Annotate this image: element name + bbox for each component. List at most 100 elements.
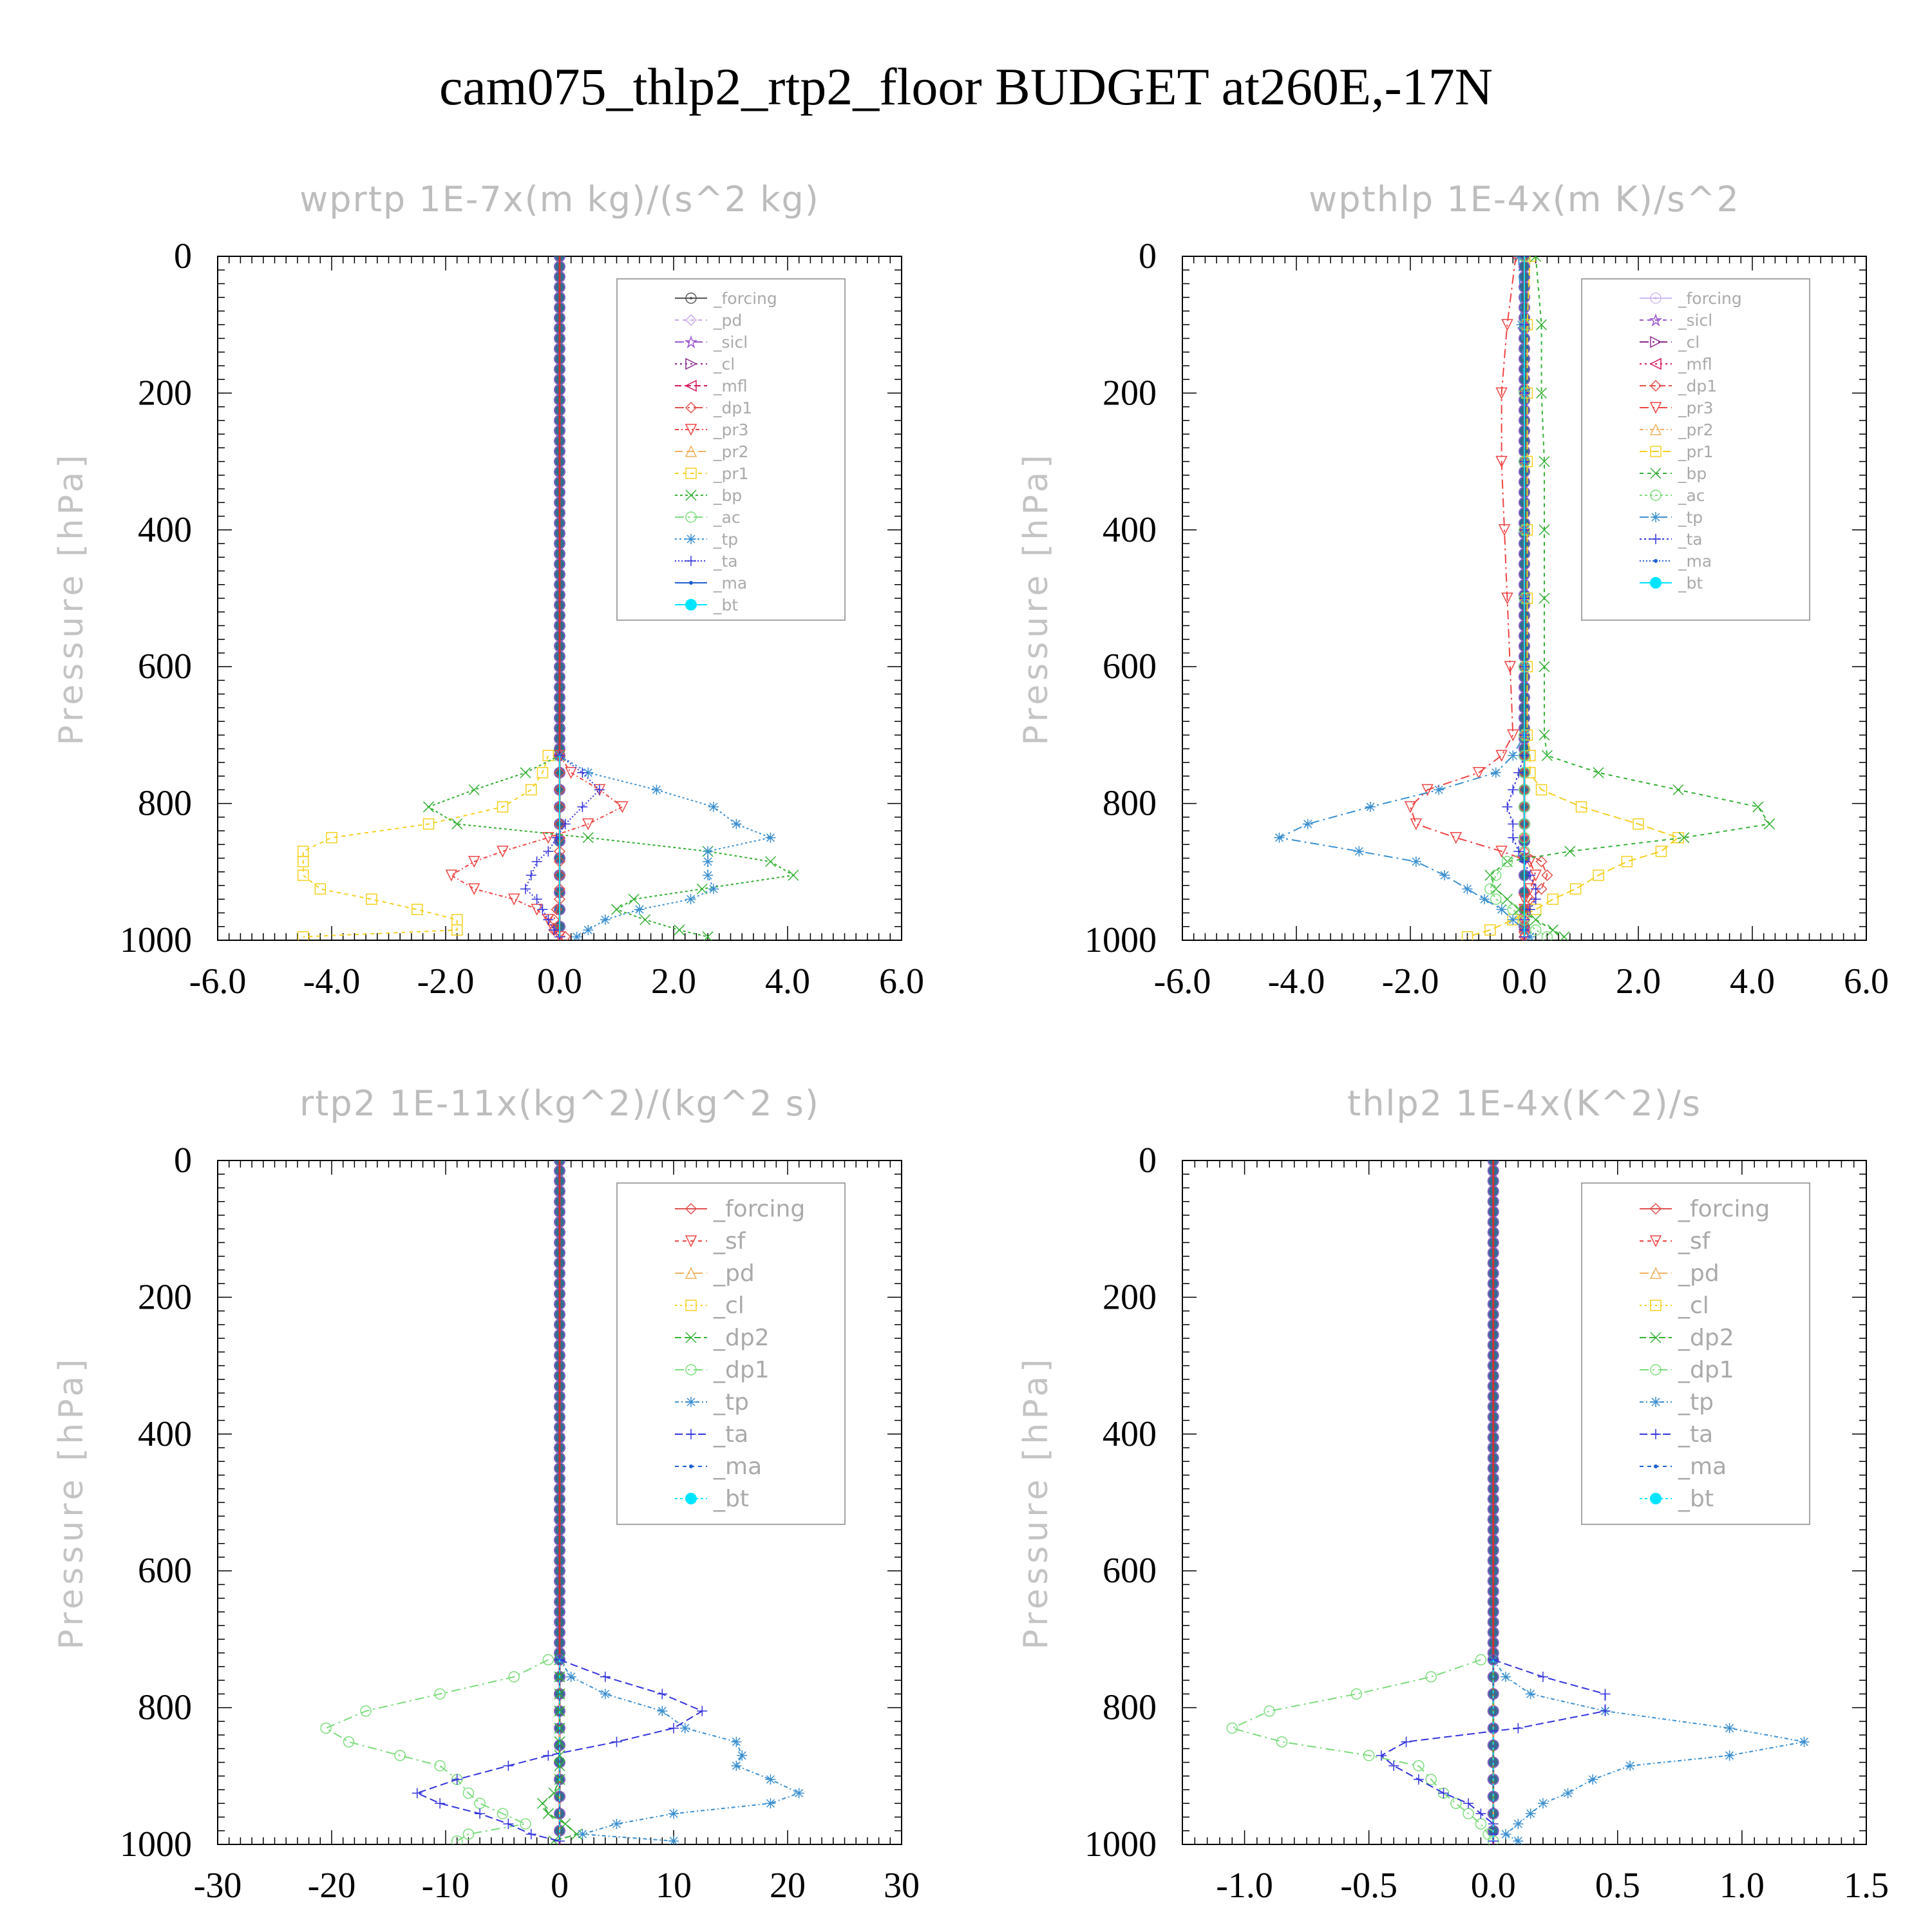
y-tick-label: 800: [1103, 1688, 1157, 1728]
data-point: [543, 914, 554, 925]
x-tick-label: 2.0: [651, 961, 696, 1001]
x-tick-label: -6.0: [189, 961, 247, 1001]
data-point: [1490, 893, 1502, 905]
data-point: [531, 894, 542, 905]
legend-entry: _dp2: [675, 1325, 770, 1351]
legend-label: _tp: [1678, 1389, 1714, 1416]
data-point: [1508, 832, 1519, 843]
x-tick-label: 4.0: [765, 961, 810, 1001]
y-tick-label: 1000: [1084, 1824, 1157, 1864]
data-point: [703, 846, 714, 857]
data-point: [1388, 1760, 1399, 1771]
legend-label: _pr2: [713, 442, 749, 461]
data-point: [451, 818, 463, 829]
legend-entry: _pd: [675, 1260, 755, 1287]
legend-entry: _mfl: [675, 377, 748, 395]
data-point: [560, 819, 571, 829]
data-point: [1513, 1723, 1524, 1734]
data-point: [542, 1654, 554, 1666]
legend-label: _mfl: [1678, 355, 1712, 374]
x-tick-label: 0: [551, 1866, 569, 1906]
data-point: [326, 831, 337, 844]
data-point: [497, 846, 509, 858]
data-point: [577, 767, 588, 778]
legend-marker: [1649, 402, 1662, 414]
data-point: [1525, 1689, 1536, 1700]
data-point: [765, 1774, 776, 1785]
legend-label: _ta: [713, 1421, 748, 1448]
data-point: [708, 884, 719, 895]
legend-marker: [1649, 1202, 1662, 1215]
data-point: [702, 931, 714, 940]
plot-area: [1226, 1160, 1810, 1844]
legend-marker: [686, 556, 696, 566]
data-point: [1501, 1829, 1511, 1840]
data-point: [474, 1797, 486, 1810]
panel-2: wpthlp 1E-4x(m K)/s^2 Pressure [hPa] 0 200 4…: [1017, 179, 1889, 1001]
legend-entry: _cl: [675, 1293, 744, 1319]
series-dp1: [1226, 1654, 1499, 1844]
data-point: [314, 883, 327, 895]
legend-marker: [1650, 292, 1662, 304]
data-point: [526, 784, 537, 796]
y-tick-label: 1000: [120, 1824, 192, 1864]
x-tick-label: 0.0: [1471, 1866, 1516, 1906]
data-point: [565, 767, 577, 779]
data-point: [1498, 524, 1511, 536]
legend-marker: [685, 1235, 697, 1247]
legend-marker: [685, 357, 697, 370]
data-point: [1539, 456, 1550, 468]
legend: _forcing _sicl _cl _mfl _dp1 _pr3 _pr2 _pr1 _bp _…: [1581, 278, 1810, 621]
data-point: [531, 856, 542, 867]
legend-label: _dp1: [713, 399, 752, 417]
legend-entry: _dp2: [1640, 1325, 1734, 1351]
data-point: [536, 767, 549, 779]
x-tick-label: -30: [194, 1866, 242, 1906]
series-tp: [554, 1654, 804, 1844]
legend-label: _bp: [1678, 464, 1707, 483]
x-tick-label: 1.0: [1719, 1866, 1765, 1906]
series-line: [1409, 256, 1537, 937]
data-point: [583, 925, 594, 936]
legend-marker: [1651, 534, 1661, 544]
minor-ticks: [1182, 256, 1867, 941]
data-point: [1501, 856, 1513, 867]
series-bp: [422, 750, 799, 940]
series-line: [1380, 1659, 1606, 1841]
legend-entry: _mfl: [1640, 355, 1712, 374]
data-point: [1472, 767, 1485, 779]
y-tick-label: 800: [138, 784, 192, 824]
legend-entry: _ma: [1640, 552, 1712, 571]
data-point: [765, 1798, 776, 1809]
series-line: [427, 755, 795, 938]
legend-entry: _sicl: [1640, 311, 1712, 330]
legend-entry: _forcing: [1640, 289, 1742, 308]
data-point: [1724, 1723, 1735, 1734]
data-point: [537, 904, 548, 915]
legend-label: _dp2: [1678, 1325, 1734, 1351]
data-point: [788, 869, 799, 881]
x-tick-label: 0.5: [1595, 1866, 1640, 1906]
data-point: [468, 883, 480, 896]
data-point: [298, 856, 309, 867]
legend-marker: [1654, 1464, 1658, 1468]
legend-label: _pr1: [713, 464, 749, 483]
legend-entry: _ma: [1640, 1454, 1727, 1480]
data-point: [628, 893, 639, 905]
y-tick-label: 800: [1103, 784, 1157, 824]
legend-label: _tp: [713, 1389, 749, 1416]
data-point: [600, 914, 611, 925]
plot-area: [320, 1160, 804, 1844]
legend-label: _ma: [713, 574, 747, 592]
legend-marker: [1649, 423, 1662, 435]
legend-marker: [685, 292, 697, 304]
x-tick-label: 0.0: [537, 961, 582, 1001]
data-point: [434, 1760, 446, 1772]
series-line: [1277, 256, 1531, 938]
legend-marker: [685, 1300, 697, 1311]
data-point: [1524, 931, 1535, 940]
data-point: [1490, 883, 1502, 895]
data-point: [765, 832, 776, 843]
data-point: [737, 1750, 748, 1761]
data-point: [445, 869, 458, 882]
